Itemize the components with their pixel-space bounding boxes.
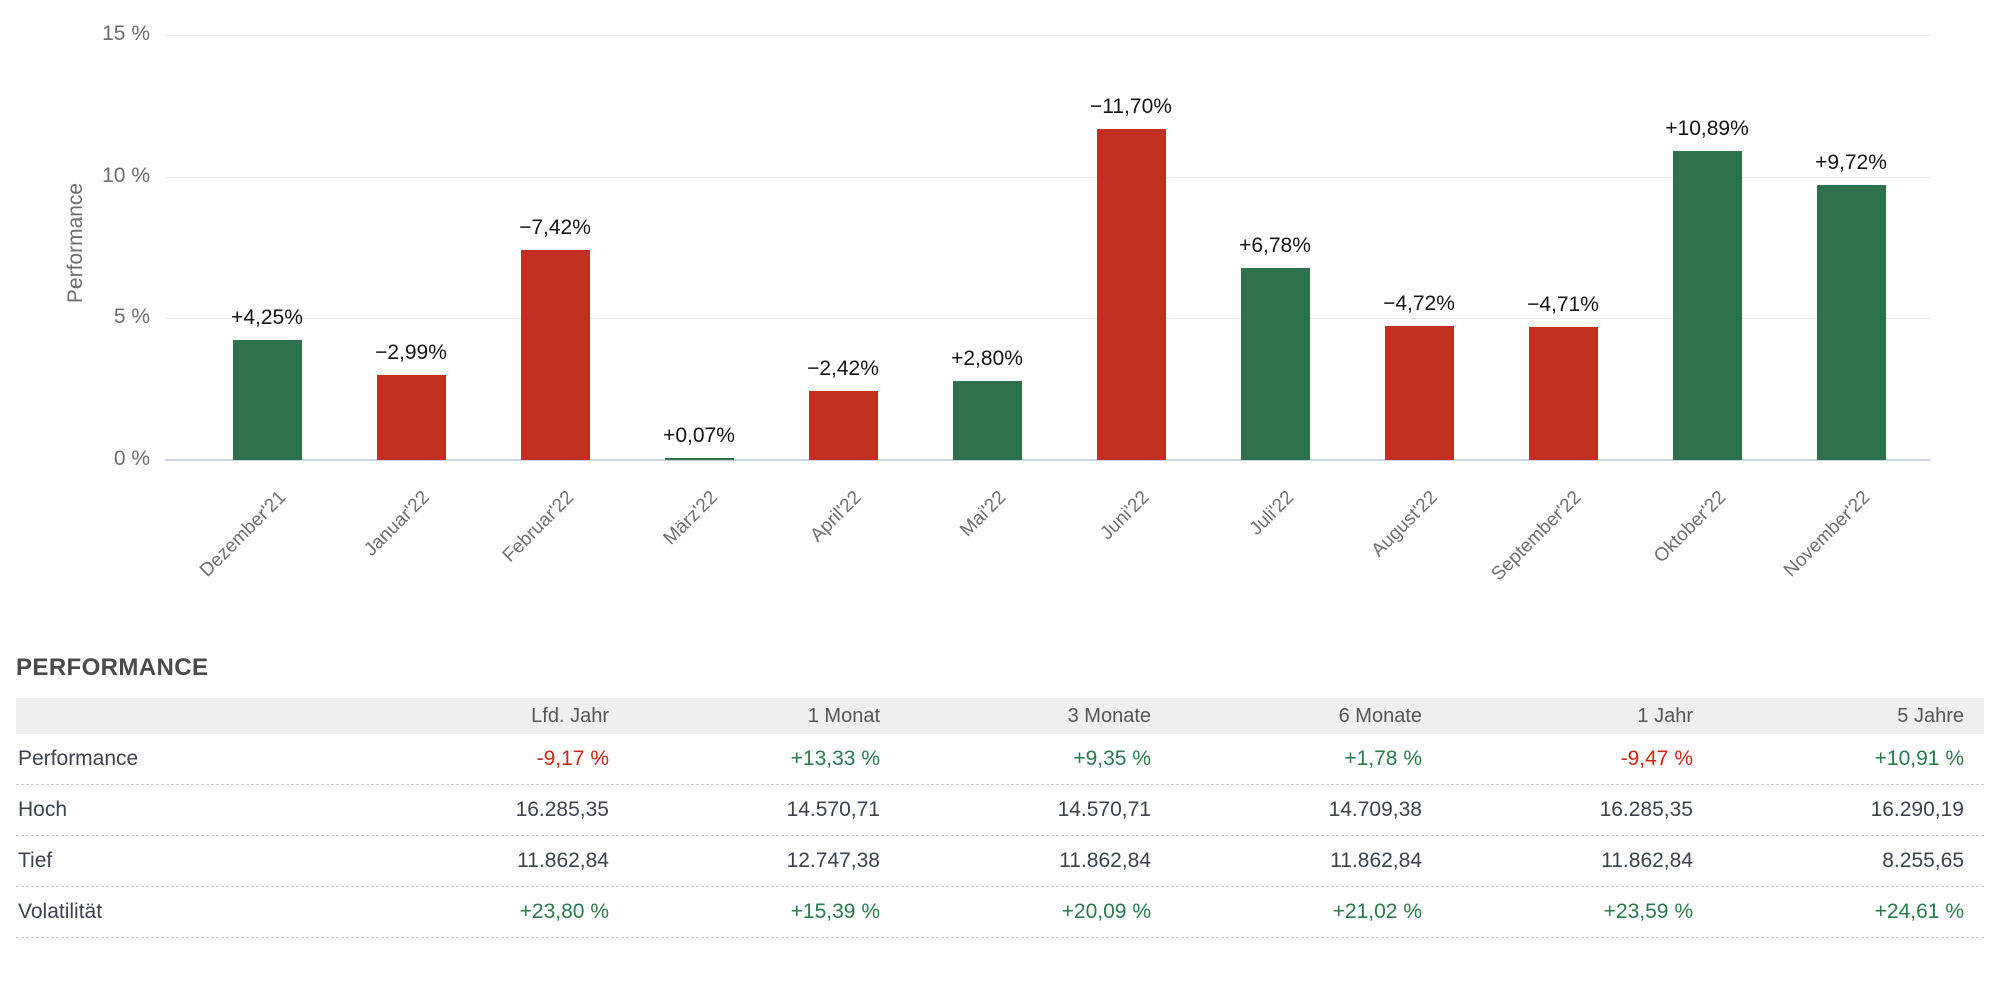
y-axis-tick-label: 0 % xyxy=(113,447,150,470)
table-cell: +23,59 % xyxy=(1603,900,1693,923)
table-cell: 8.255,65 xyxy=(1882,849,1964,872)
gridline xyxy=(165,35,1930,36)
table-cell: 11.862,84 xyxy=(1330,849,1422,872)
table-row: Performance -9,17 % +13,33 % +9,35 % +1,78 %… xyxy=(16,734,1984,785)
y-axis-title: Performance xyxy=(64,182,87,304)
bar-value-label: +10,89% xyxy=(1665,117,1749,141)
chart-bar[interactable] xyxy=(1816,184,1886,460)
bar-value-label: −4,71% xyxy=(1527,292,1599,316)
table-header-row: Lfd. Jahr 1 Monat 3 Monate 6 Monate 1 Jahr 5 … xyxy=(16,698,1984,734)
table-title: PERFORMANCE xyxy=(16,654,209,681)
y-axis-tick-label: 5 % xyxy=(113,305,150,329)
x-axis-label: Mai'22 xyxy=(955,487,1010,542)
table-cell: 11.862,84 xyxy=(1059,849,1151,872)
chart-bar[interactable] xyxy=(376,375,446,460)
chart-bar[interactable] xyxy=(1384,326,1454,460)
table-row-label: Tief xyxy=(18,849,53,872)
table-row: Hoch 16.285,35 14.570,71 14.570,71 14.709,38… xyxy=(16,785,1984,836)
bar-value-label: −4,72% xyxy=(1383,292,1455,316)
bar-value-label: +0,07% xyxy=(663,424,735,447)
x-axis-label: November'22 xyxy=(1779,487,1874,582)
table-cell: 14.570,71 xyxy=(786,798,880,821)
table-cell: 14.570,71 xyxy=(1057,798,1151,821)
x-axis-label: August'22 xyxy=(1367,487,1442,562)
table-cell: +10,91 % xyxy=(1874,747,1964,770)
x-axis-label: Oktober'22 xyxy=(1649,487,1730,568)
bar-value-label: −2,42% xyxy=(807,357,879,381)
table-cell: +21,02 % xyxy=(1332,900,1422,923)
table-header-cell: 1 Jahr xyxy=(1637,704,1693,727)
table-cell: 16.290,19 xyxy=(1870,798,1964,821)
bar-value-label: +6,78% xyxy=(1239,233,1311,257)
table-header-cell: 6 Monate xyxy=(1338,704,1422,727)
chart-bar[interactable] xyxy=(520,249,590,460)
table-cell: +15,39 % xyxy=(790,900,880,923)
table-cell: +24,61 % xyxy=(1874,900,1964,923)
performance-table: Lfd. Jahr 1 Monat 3 Monate 6 Monate 1 Jahr 5 … xyxy=(16,698,1984,938)
table-cell: +9,35 % xyxy=(1073,747,1151,770)
table-cell: 11.862,84 xyxy=(1601,849,1693,872)
x-axis-label: Februar'22 xyxy=(498,487,578,567)
bar-value-label: +4,25% xyxy=(231,305,303,329)
table-cell: 14.709,38 xyxy=(1328,798,1422,821)
chart-bar[interactable] xyxy=(232,339,302,460)
x-axis-label: Juli'22 xyxy=(1245,487,1298,540)
x-axis-label: Dezember'21 xyxy=(195,487,290,582)
table-cell: +13,33 % xyxy=(790,747,880,770)
table-row: Tief 11.862,84 12.747,38 11.862,84 11.862,84… xyxy=(16,836,1984,887)
table-cell: 12.747,38 xyxy=(786,849,880,872)
y-axis-tick-label: 10 % xyxy=(102,163,150,187)
table-cell: -9,47 % xyxy=(1620,747,1693,770)
chart-bar[interactable] xyxy=(952,380,1022,460)
chart-bar[interactable] xyxy=(1672,151,1742,460)
y-axis-tick-label: 15 % xyxy=(102,22,150,45)
table-header-cell: 3 Monate xyxy=(1067,704,1151,727)
table-cell: 11.862,84 xyxy=(517,849,609,872)
gridline xyxy=(165,459,1930,461)
table-row: Volatilität +23,80 % +15,39 % +20,09 % +21,0… xyxy=(16,887,1984,938)
bar-value-label: +2,80% xyxy=(951,346,1023,370)
bar-value-label: +9,72% xyxy=(1815,150,1887,174)
table-cell: +20,09 % xyxy=(1061,900,1151,923)
chart-bar[interactable] xyxy=(1528,326,1598,460)
chart-bar[interactable] xyxy=(808,391,878,460)
table-row-label: Performance xyxy=(18,747,139,770)
x-axis-label: Januar'22 xyxy=(360,487,434,561)
bar-value-label: −2,99% xyxy=(375,341,447,365)
performance-bar-chart: Performance 0 % 5 % 10 % 15 % +4,25% Dezember… xyxy=(64,22,1930,586)
bar-value-label: −7,42% xyxy=(519,215,591,239)
table-row-label: Volatilität xyxy=(18,900,103,923)
performance-table-section: PERFORMANCE Lfd. Jahr 1 Monat 3 Monate 6 Mo… xyxy=(16,654,1984,938)
table-cell: 16.285,35 xyxy=(515,798,609,821)
table-header-cell: 5 Jahre xyxy=(1897,704,1964,727)
table-cell: 16.285,35 xyxy=(1599,798,1693,821)
x-axis-label: September'22 xyxy=(1487,487,1586,586)
x-axis-label: April'22 xyxy=(806,487,866,547)
chart-bar[interactable] xyxy=(1240,267,1310,460)
table-header-cell: 1 Monat xyxy=(807,704,880,727)
x-axis-label: Juni'22 xyxy=(1096,487,1154,545)
table-row-label: Hoch xyxy=(18,798,68,821)
chart-bar[interactable] xyxy=(664,458,734,460)
table-cell: +1,78 % xyxy=(1344,747,1422,770)
gridline xyxy=(165,176,1930,178)
gridline xyxy=(165,318,1930,320)
table-header-cell: Lfd. Jahr xyxy=(531,704,609,727)
table-cell: -9,17 % xyxy=(536,747,609,770)
bar-value-label: −11,70% xyxy=(1090,94,1172,118)
table-cell: +23,80 % xyxy=(519,900,609,923)
chart-bar[interactable] xyxy=(1096,128,1166,460)
x-axis-label: März'22 xyxy=(659,487,722,550)
